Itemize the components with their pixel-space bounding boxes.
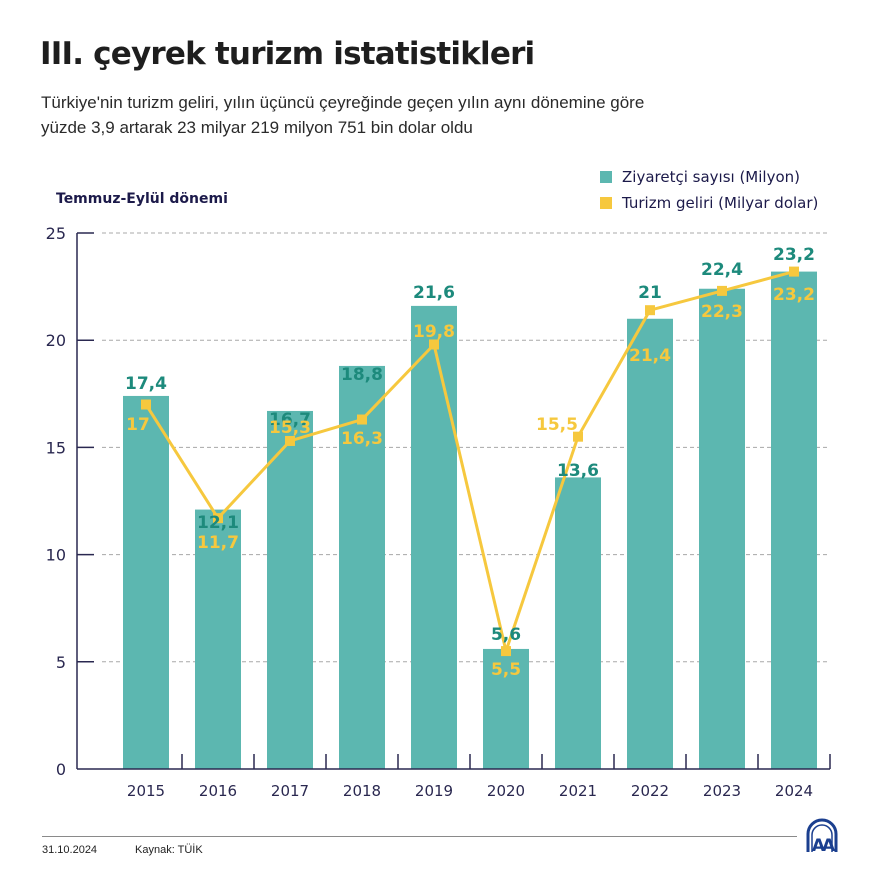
- bars: [123, 271, 817, 769]
- bar-value-label-2020: 5,6: [491, 625, 521, 645]
- footer-divider: [42, 836, 797, 837]
- bar-value-label-2017: 16,7: [269, 410, 311, 430]
- bar-2023: [699, 288, 745, 769]
- revenue-marker-2015: [141, 399, 151, 410]
- line-value-label-2016: 11,7: [197, 533, 239, 553]
- subtitle-line-1: Türkiye'nin turizm geliri, yılın üçüncü …: [41, 93, 645, 112]
- legend-label-visitors: Ziyaretçi sayısı (Milyon): [622, 168, 800, 186]
- bar-2018: [339, 365, 385, 769]
- footer-date: 31.10.2024: [42, 844, 98, 856]
- footer-source: Kaynak: TÜİK: [135, 844, 203, 856]
- x-tick-label-2015: 2015: [127, 782, 165, 800]
- y-tick-label-0: 0: [56, 760, 66, 779]
- revenue-marker-2018: [357, 414, 367, 425]
- legend-swatch-visitors: [600, 171, 612, 183]
- legend: Ziyaretçi sayısı (Milyon) Turizm geliri …: [600, 164, 818, 216]
- line-value-label-2015: 17: [126, 415, 150, 435]
- bar-2020: [483, 648, 529, 769]
- revenue-marker-2019: [429, 339, 439, 350]
- revenue-marker-2024: [789, 266, 799, 277]
- bar-2021: [555, 477, 601, 769]
- x-tick-label-2016: 2016: [199, 782, 237, 800]
- chart-title: III. çeyrek turizm istatistikleri: [40, 36, 535, 72]
- revenue-marker-2021: [573, 431, 583, 442]
- x-tick-label-2020: 2020: [487, 782, 525, 800]
- x-tick-label-2018: 2018: [343, 782, 381, 800]
- y-tick-label-15: 15: [46, 438, 66, 457]
- bar-2019: [411, 305, 457, 769]
- anadolu-agency-logo-icon: AA: [806, 818, 839, 854]
- legend-item-visitors: Ziyaretçi sayısı (Milyon): [600, 164, 818, 190]
- revenue-marker-2017: [285, 435, 295, 446]
- line-value-label-2022: 21,4: [629, 346, 671, 366]
- bar-value-label-2018: 18,8: [341, 365, 383, 385]
- x-tick-label-2024: 2024: [775, 782, 813, 800]
- line-value-label-2017: 15,3: [269, 418, 311, 438]
- revenue-marker-2023: [717, 285, 727, 296]
- bar-2024: [771, 271, 817, 769]
- bar-value-label-2019: 21,6: [413, 283, 455, 303]
- revenue-marker-2022: [645, 305, 655, 316]
- period-label: Temmuz-Eylül dönemi: [56, 191, 228, 207]
- bar-2017: [267, 410, 313, 769]
- bar-value-label-2024: 23,2: [773, 245, 815, 265]
- line-value-label-2023: 22,3: [701, 302, 743, 322]
- line-value-label-2021: 15,5: [536, 415, 578, 435]
- revenue-line: [141, 266, 799, 657]
- bar-2022: [627, 318, 673, 769]
- legend-item-revenue: Turizm geliri (Milyar dolar): [600, 190, 818, 216]
- line-value-label-2019: 19,8: [413, 322, 455, 342]
- chart-subtitle: Türkiye'nin turizm geliri, yılın üçüncü …: [41, 90, 801, 140]
- x-tick-label-2017: 2017: [271, 782, 309, 800]
- x-tick-label-2021: 2021: [559, 782, 597, 800]
- legend-label-revenue: Turizm geliri (Milyar dolar): [622, 194, 819, 212]
- bar-2015: [123, 395, 169, 769]
- y-tick-label-25: 25: [46, 224, 66, 243]
- x-tick-label-2019: 2019: [415, 782, 453, 800]
- subtitle-line-2: yüzde 3,9 artarak 23 milyar 219 milyon 7…: [41, 118, 473, 137]
- bar-value-label-2023: 22,4: [701, 260, 743, 280]
- bar-value-label-2016: 12,1: [197, 513, 239, 533]
- revenue-polyline: [144, 270, 795, 653]
- x-tick-label-2022: 2022: [631, 782, 669, 800]
- bar-value-label-2021: 13,6: [557, 461, 599, 481]
- bar-value-label-2015: 17,4: [125, 374, 167, 394]
- bar-value-label-2022: 21: [638, 283, 662, 303]
- line-value-label-2018: 16,3: [341, 429, 383, 449]
- axes: 0 5 10 15 20 25 2015 2016 2017 2018 2019 2020 2021 20…: [46, 224, 831, 800]
- y-tick-label-10: 10: [46, 546, 66, 565]
- legend-swatch-revenue: [600, 197, 612, 209]
- line-value-label-2020: 5,5: [491, 660, 521, 680]
- line-value-label-2024: 23,2: [773, 285, 815, 305]
- revenue-marker-2020: [501, 646, 511, 657]
- y-tick-label-5: 5: [56, 653, 66, 672]
- data-labels: 17,4 12,1 16,7 18,8 21,6 5,6 13,6 21 22,4 23,2 17 1…: [125, 245, 815, 680]
- bar-2016: [195, 509, 241, 769]
- revenue-marker-2016: [213, 513, 223, 524]
- x-tick-label-2023: 2023: [703, 782, 741, 800]
- y-tick-label-20: 20: [46, 331, 66, 350]
